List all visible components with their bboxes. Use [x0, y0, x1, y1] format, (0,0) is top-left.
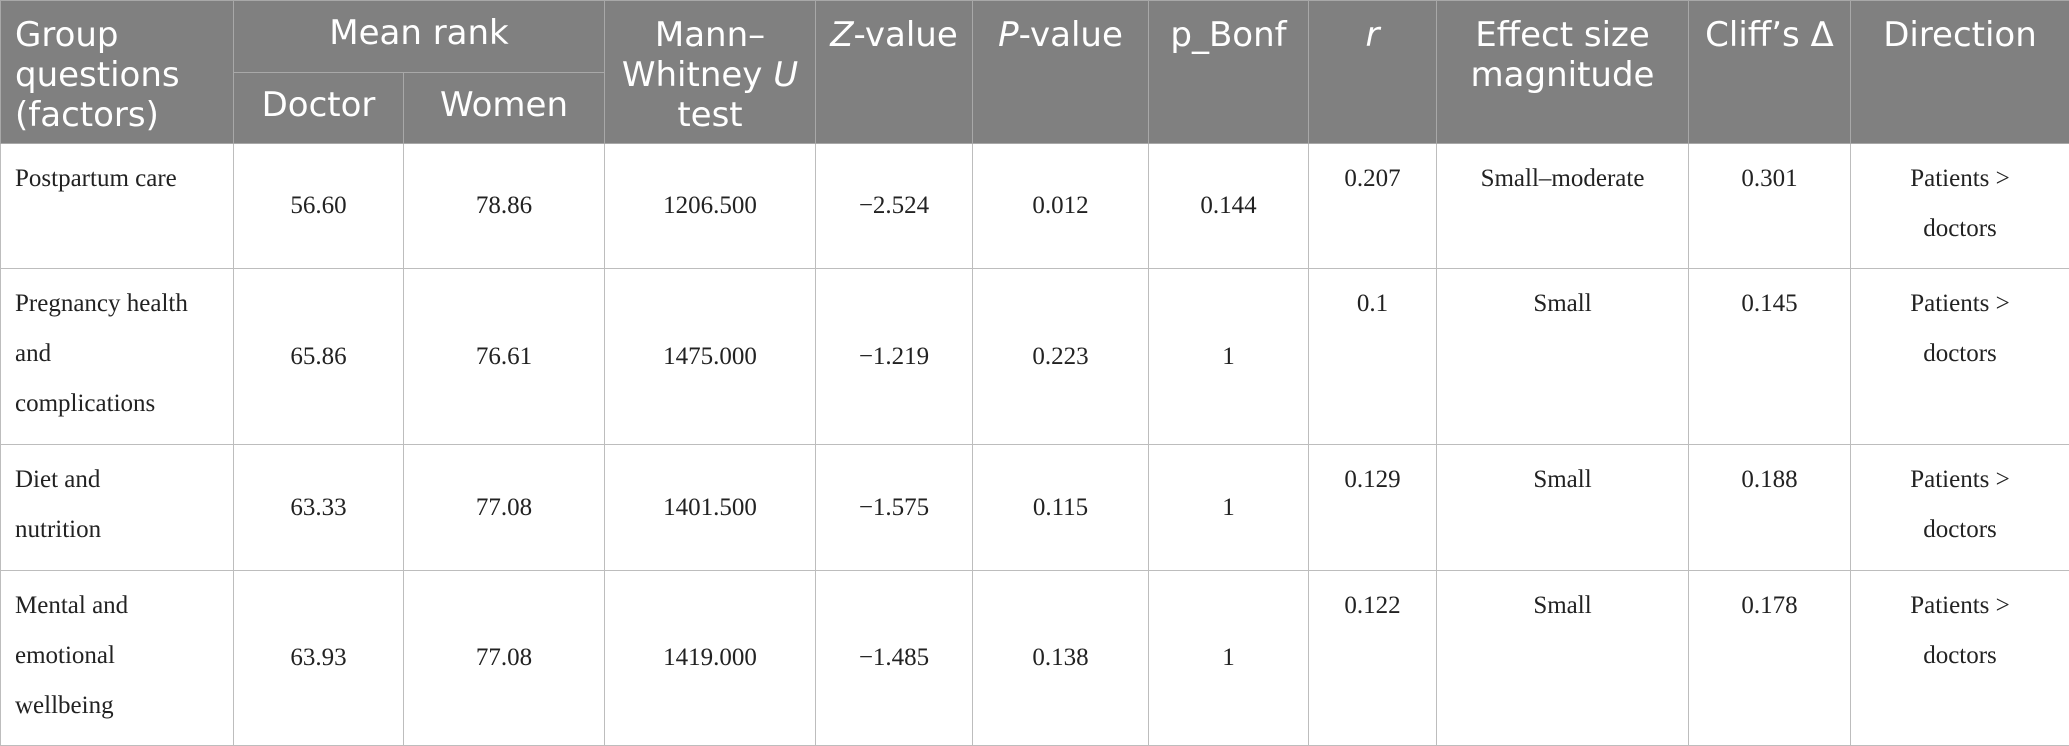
z-value: −1.219 [816, 269, 973, 445]
p-bonf: 1 [1149, 571, 1309, 746]
cliffs-delta: 0.188 [1689, 445, 1851, 571]
header-doctor: Doctor [234, 72, 404, 144]
header-row-1: Group questions (factors) Mean rank Mann… [1, 1, 2069, 73]
mann-whitney-u: 1419.000 [605, 571, 816, 746]
mann-whitney-u: 1206.500 [605, 144, 816, 269]
z-value: −1.485 [816, 571, 973, 746]
p-value: 0.115 [973, 445, 1149, 571]
cliffs-delta: 0.301 [1689, 144, 1851, 269]
p-bonf: 0.144 [1149, 144, 1309, 269]
table-row: Postpartum care 56.60 78.86 1206.500 −2.… [1, 144, 2069, 269]
header-z-value: Z-value [816, 1, 973, 144]
header-mann-whitney: Mann– Whitney U test [605, 1, 816, 144]
effect-size-magnitude: Small [1437, 571, 1689, 746]
header-group-questions: Group questions (factors) [1, 1, 234, 144]
z-value: −1.575 [816, 445, 973, 571]
effect-size-magnitude: Small [1437, 445, 1689, 571]
mann-whitney-u: 1475.000 [605, 269, 816, 445]
cliffs-delta: 0.178 [1689, 571, 1851, 746]
p-bonf: 1 [1149, 269, 1309, 445]
table-body: Postpartum care 56.60 78.86 1206.500 −2.… [1, 144, 2069, 746]
doctor-mean-rank: 63.33 [234, 445, 404, 571]
direction: Patients >doctors [1851, 571, 2069, 746]
p-value: 0.138 [973, 571, 1149, 746]
header-effect-size: Effect size magnitude [1437, 1, 1689, 144]
p-value: 0.223 [973, 269, 1149, 445]
doctor-mean-rank: 56.60 [234, 144, 404, 269]
z-value: −2.524 [816, 144, 973, 269]
doctor-mean-rank: 65.86 [234, 269, 404, 445]
r-value: 0.1 [1309, 269, 1437, 445]
header-p-bonf: p_Bonf [1149, 1, 1309, 144]
table-header: Group questions (factors) Mean rank Mann… [1, 1, 2069, 144]
women-mean-rank: 76.61 [404, 269, 605, 445]
header-r: r [1309, 1, 1437, 144]
women-mean-rank: 77.08 [404, 445, 605, 571]
doctor-mean-rank: 63.93 [234, 571, 404, 746]
header-direction: Direction [1851, 1, 2069, 144]
header-women: Women [404, 72, 605, 144]
p-value: 0.012 [973, 144, 1149, 269]
direction: Patients >doctors [1851, 269, 2069, 445]
factor-label: Postpartum care [1, 144, 234, 269]
women-mean-rank: 77.08 [404, 571, 605, 746]
cliffs-delta: 0.145 [1689, 269, 1851, 445]
direction: Patients >doctors [1851, 144, 2069, 269]
r-value: 0.129 [1309, 445, 1437, 571]
p-bonf: 1 [1149, 445, 1309, 571]
r-value: 0.122 [1309, 571, 1437, 746]
effect-size-magnitude: Small [1437, 269, 1689, 445]
women-mean-rank: 78.86 [404, 144, 605, 269]
header-cliffs-delta: Cliff’s Δ [1689, 1, 1851, 144]
mann-whitney-u: 1401.500 [605, 445, 816, 571]
header-mean-rank: Mean rank [234, 1, 605, 73]
effect-size-magnitude: Small–moderate [1437, 144, 1689, 269]
header-p-value: P-value [973, 1, 1149, 144]
direction: Patients >doctors [1851, 445, 2069, 571]
r-value: 0.207 [1309, 144, 1437, 269]
